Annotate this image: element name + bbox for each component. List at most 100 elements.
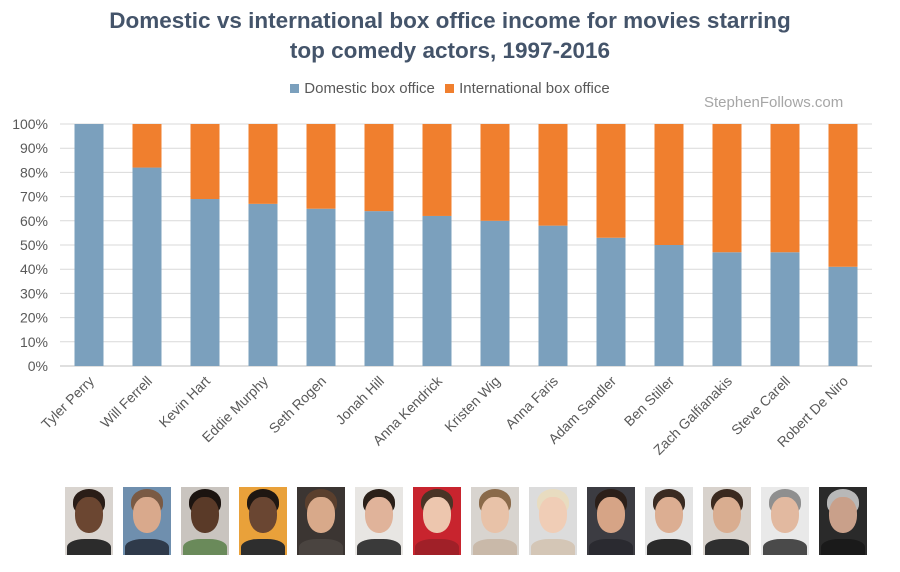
chart-title-line-1: Domestic vs international box office inc… — [109, 8, 791, 33]
bar-domestic-14 — [828, 266, 858, 366]
y-tick-label: 0% — [28, 358, 48, 374]
actor-photo — [123, 487, 171, 555]
bar-international-2 — [132, 124, 162, 168]
actor-photo — [761, 487, 809, 555]
y-tick-label: 100% — [12, 116, 48, 132]
bar-domestic-11 — [654, 245, 684, 366]
photo-body — [241, 539, 285, 555]
actor-photo — [65, 487, 113, 555]
legend: Domestic box office International box of… — [0, 80, 900, 97]
actor-photo — [703, 487, 751, 555]
x-category-label: Ben Stiller — [621, 373, 678, 430]
actor-photo — [413, 487, 461, 555]
x-category-label: Will Ferrell — [97, 373, 155, 431]
actor-photo — [819, 487, 867, 555]
y-tick-label: 60% — [20, 213, 48, 229]
x-category-label: Kristen Wig — [441, 373, 503, 435]
photo-body — [357, 539, 401, 555]
photo-body — [589, 539, 633, 555]
y-axis: 0% 10% 20% 30% 40% 50% 60% 70% 80% 90% 100% — [12, 116, 48, 374]
bar-international-13 — [770, 124, 800, 253]
photo-face — [655, 497, 683, 533]
bar-international-10 — [596, 124, 626, 238]
photo-face — [597, 497, 625, 533]
bar-domestic-4 — [248, 203, 278, 366]
photo-body — [415, 539, 459, 555]
x-category-label: Kevin Hart — [156, 373, 214, 431]
bar-international-9 — [538, 124, 568, 226]
gridlines — [60, 123, 872, 367]
y-tick-label: 80% — [20, 164, 48, 180]
y-tick-label: 20% — [20, 310, 48, 326]
bar-domestic-3 — [190, 199, 220, 366]
legend-label-domestic: Domestic box office — [304, 80, 435, 97]
photo-face — [539, 497, 567, 533]
bar-international-3 — [190, 124, 220, 200]
photo-body — [183, 539, 227, 555]
y-tick-label: 40% — [20, 261, 48, 277]
photo-body — [299, 539, 343, 555]
bar-domestic-2 — [132, 167, 162, 366]
legend-item-international: International box office — [445, 80, 610, 97]
legend-swatch-domestic — [290, 84, 300, 93]
actor-photo — [297, 487, 345, 555]
bar-international-4 — [248, 124, 278, 204]
chart-plot-area: 0% 10% 20% 30% 40% 50% 60% 70% 80% 90% 100% Tyler … — [12, 116, 872, 458]
actor-photo — [355, 487, 403, 555]
bar-domestic-12 — [712, 252, 742, 366]
photo-face — [713, 497, 741, 533]
photo-face — [133, 497, 161, 533]
y-tick-label: 70% — [20, 189, 48, 205]
photo-face — [365, 497, 393, 533]
actor-photo — [239, 487, 287, 555]
x-category-label: Jonah Hill — [332, 373, 387, 428]
y-tick-label: 10% — [20, 334, 48, 350]
bar-domestic-5 — [306, 208, 336, 366]
bar-international-5 — [306, 124, 336, 209]
photo-face — [307, 497, 335, 533]
actor-photo — [587, 487, 635, 555]
bar-international-8 — [480, 124, 510, 221]
bar-domestic-7 — [422, 215, 452, 366]
watermark: StephenFollows.com — [704, 94, 844, 111]
photo-body — [647, 539, 691, 555]
bar-domestic-1 — [74, 124, 104, 366]
x-category-label: Seth Rogen — [266, 373, 330, 437]
photo-body — [531, 539, 575, 555]
bar-domestic-10 — [596, 237, 626, 366]
photo-face — [423, 497, 451, 533]
legend-item-domestic: Domestic box office — [290, 80, 435, 97]
bar-domestic-6 — [364, 211, 394, 366]
actor-photo — [645, 487, 693, 555]
bar-international-12 — [712, 124, 742, 253]
bar-international-6 — [364, 124, 394, 212]
photo-face — [481, 497, 509, 533]
photo-body — [67, 539, 111, 555]
bar-domestic-8 — [480, 220, 510, 366]
actor-photo — [529, 487, 577, 555]
photo-body — [821, 539, 865, 555]
chart-title: Domestic vs international box office inc… — [0, 6, 900, 66]
x-category-label: Anna Faris — [502, 373, 561, 432]
bar-domestic-13 — [770, 252, 800, 366]
x-category-label: Tyler Perry — [38, 373, 97, 432]
photo-body — [125, 539, 169, 555]
photo-face — [249, 497, 277, 533]
y-tick-label: 30% — [20, 285, 48, 301]
y-tick-label: 50% — [20, 237, 48, 253]
photo-body — [705, 539, 749, 555]
y-tick-label: 90% — [20, 140, 48, 156]
photo-face — [75, 497, 103, 533]
bar-domestic-9 — [538, 225, 568, 366]
photo-face — [191, 497, 219, 533]
bars — [74, 124, 858, 366]
bar-international-14 — [828, 124, 858, 267]
bar-international-7 — [422, 124, 452, 216]
chart-title-line-2: top comedy actors, 1997-2016 — [289, 38, 611, 63]
photo-body — [763, 539, 807, 555]
legend-swatch-international — [445, 84, 455, 93]
actor-photo — [471, 487, 519, 555]
legend-label-international: International box office — [459, 80, 610, 97]
photo-face — [829, 497, 857, 533]
